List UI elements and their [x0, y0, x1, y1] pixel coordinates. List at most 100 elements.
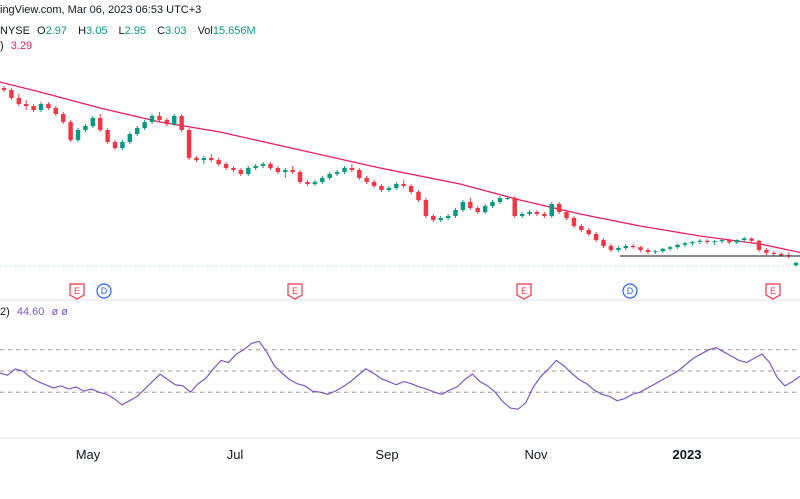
candle: [327, 172, 332, 180]
candle-body: [534, 212, 540, 214]
dividend-marker[interactable]: D: [622, 283, 638, 299]
candle: [734, 239, 740, 244]
rsi-extra: ø ø: [51, 306, 68, 318]
candle: [697, 239, 702, 244]
candle: [223, 162, 229, 170]
candle-body: [667, 247, 673, 249]
candle: [682, 242, 688, 248]
candle: [527, 210, 532, 216]
candle-body: [16, 98, 22, 104]
candle-body: [512, 198, 517, 216]
candle-body: [682, 243, 688, 245]
candle-body: [793, 262, 799, 266]
candle-body: [749, 238, 754, 241]
candle: [519, 212, 525, 218]
candle-body: [712, 241, 717, 243]
earnings-marker[interactable]: E: [516, 283, 532, 300]
candle-body: [482, 206, 488, 212]
earnings-marker-letter: E: [292, 286, 298, 296]
candle: [764, 248, 769, 256]
candle: [186, 128, 192, 160]
candle: [667, 246, 673, 251]
candle: [342, 166, 347, 174]
candle: [793, 262, 799, 266]
candle: [490, 200, 495, 208]
rsi-label: 2): [0, 306, 10, 318]
candle-body: [608, 246, 614, 250]
candle: [453, 208, 458, 218]
candle-body: [364, 178, 369, 182]
candle-body: [98, 118, 103, 130]
candle-body: [305, 182, 310, 184]
candle: [312, 180, 318, 186]
candle-body: [1, 88, 7, 90]
earnings-marker[interactable]: E: [765, 283, 781, 300]
candle: [616, 246, 621, 252]
rsi-legend: 2) 44.60 ø ø: [0, 306, 72, 318]
candle: [712, 240, 717, 245]
candle-body: [638, 247, 643, 250]
earnings-marker[interactable]: E: [69, 283, 85, 300]
candle-body: [645, 250, 651, 252]
candle: [297, 170, 303, 184]
candle-body: [401, 184, 406, 186]
candle-body: [9, 90, 14, 98]
candle: [120, 140, 125, 150]
candle: [23, 100, 29, 110]
candle: [394, 182, 399, 190]
candle: [497, 196, 503, 204]
candle: [571, 216, 577, 228]
candle-body: [630, 246, 636, 248]
candle: [690, 240, 695, 246]
earnings-marker[interactable]: E: [287, 283, 303, 300]
dividend-marker[interactable]: D: [96, 283, 112, 299]
candle: [268, 162, 273, 170]
rsi-value: 44.60: [16, 306, 45, 318]
candle: [112, 140, 118, 150]
candle: [31, 104, 36, 112]
candle: [638, 246, 643, 252]
candle: [275, 166, 281, 174]
candle-body: [127, 134, 133, 142]
candle: [386, 186, 392, 192]
candle-body: [653, 251, 658, 253]
candle-body: [675, 244, 680, 248]
candle: [445, 214, 451, 220]
candle-body: [283, 170, 288, 172]
earnings-marker-letter: E: [521, 286, 527, 296]
candle-body: [38, 104, 44, 110]
x-tick-label: May: [76, 447, 101, 462]
candle: [542, 212, 547, 218]
ohlc-legend: NYSE O2.97 H3.05 L2.95 C3.03 Vol15.656M: [0, 25, 264, 37]
candle: [9, 88, 14, 100]
candle-body: [719, 240, 725, 242]
candle: [164, 118, 170, 126]
candle-body: [660, 248, 665, 252]
candle: [423, 198, 429, 218]
candle-body: [445, 216, 451, 218]
ma-label: ): [0, 40, 4, 52]
candle-body: [571, 218, 577, 226]
candle: [135, 126, 140, 136]
candle: [357, 168, 362, 180]
candle: [601, 238, 606, 248]
exchange-label: NYSE: [0, 25, 30, 37]
candle: [127, 132, 133, 144]
candle-body: [423, 200, 429, 216]
candle-body: [734, 240, 740, 243]
candle: [512, 196, 517, 218]
candle: [53, 106, 59, 116]
candle: [305, 180, 310, 186]
candle: [216, 158, 221, 166]
candle: [749, 237, 754, 242]
candle: [645, 248, 651, 254]
candle: [75, 128, 81, 142]
candle: [283, 168, 288, 178]
candle-body: [201, 158, 207, 160]
dividend-marker-letter: D: [627, 286, 634, 296]
candle-body: [253, 166, 258, 168]
candle: [564, 210, 569, 220]
candle: [593, 232, 599, 242]
candle-body: [564, 212, 569, 218]
